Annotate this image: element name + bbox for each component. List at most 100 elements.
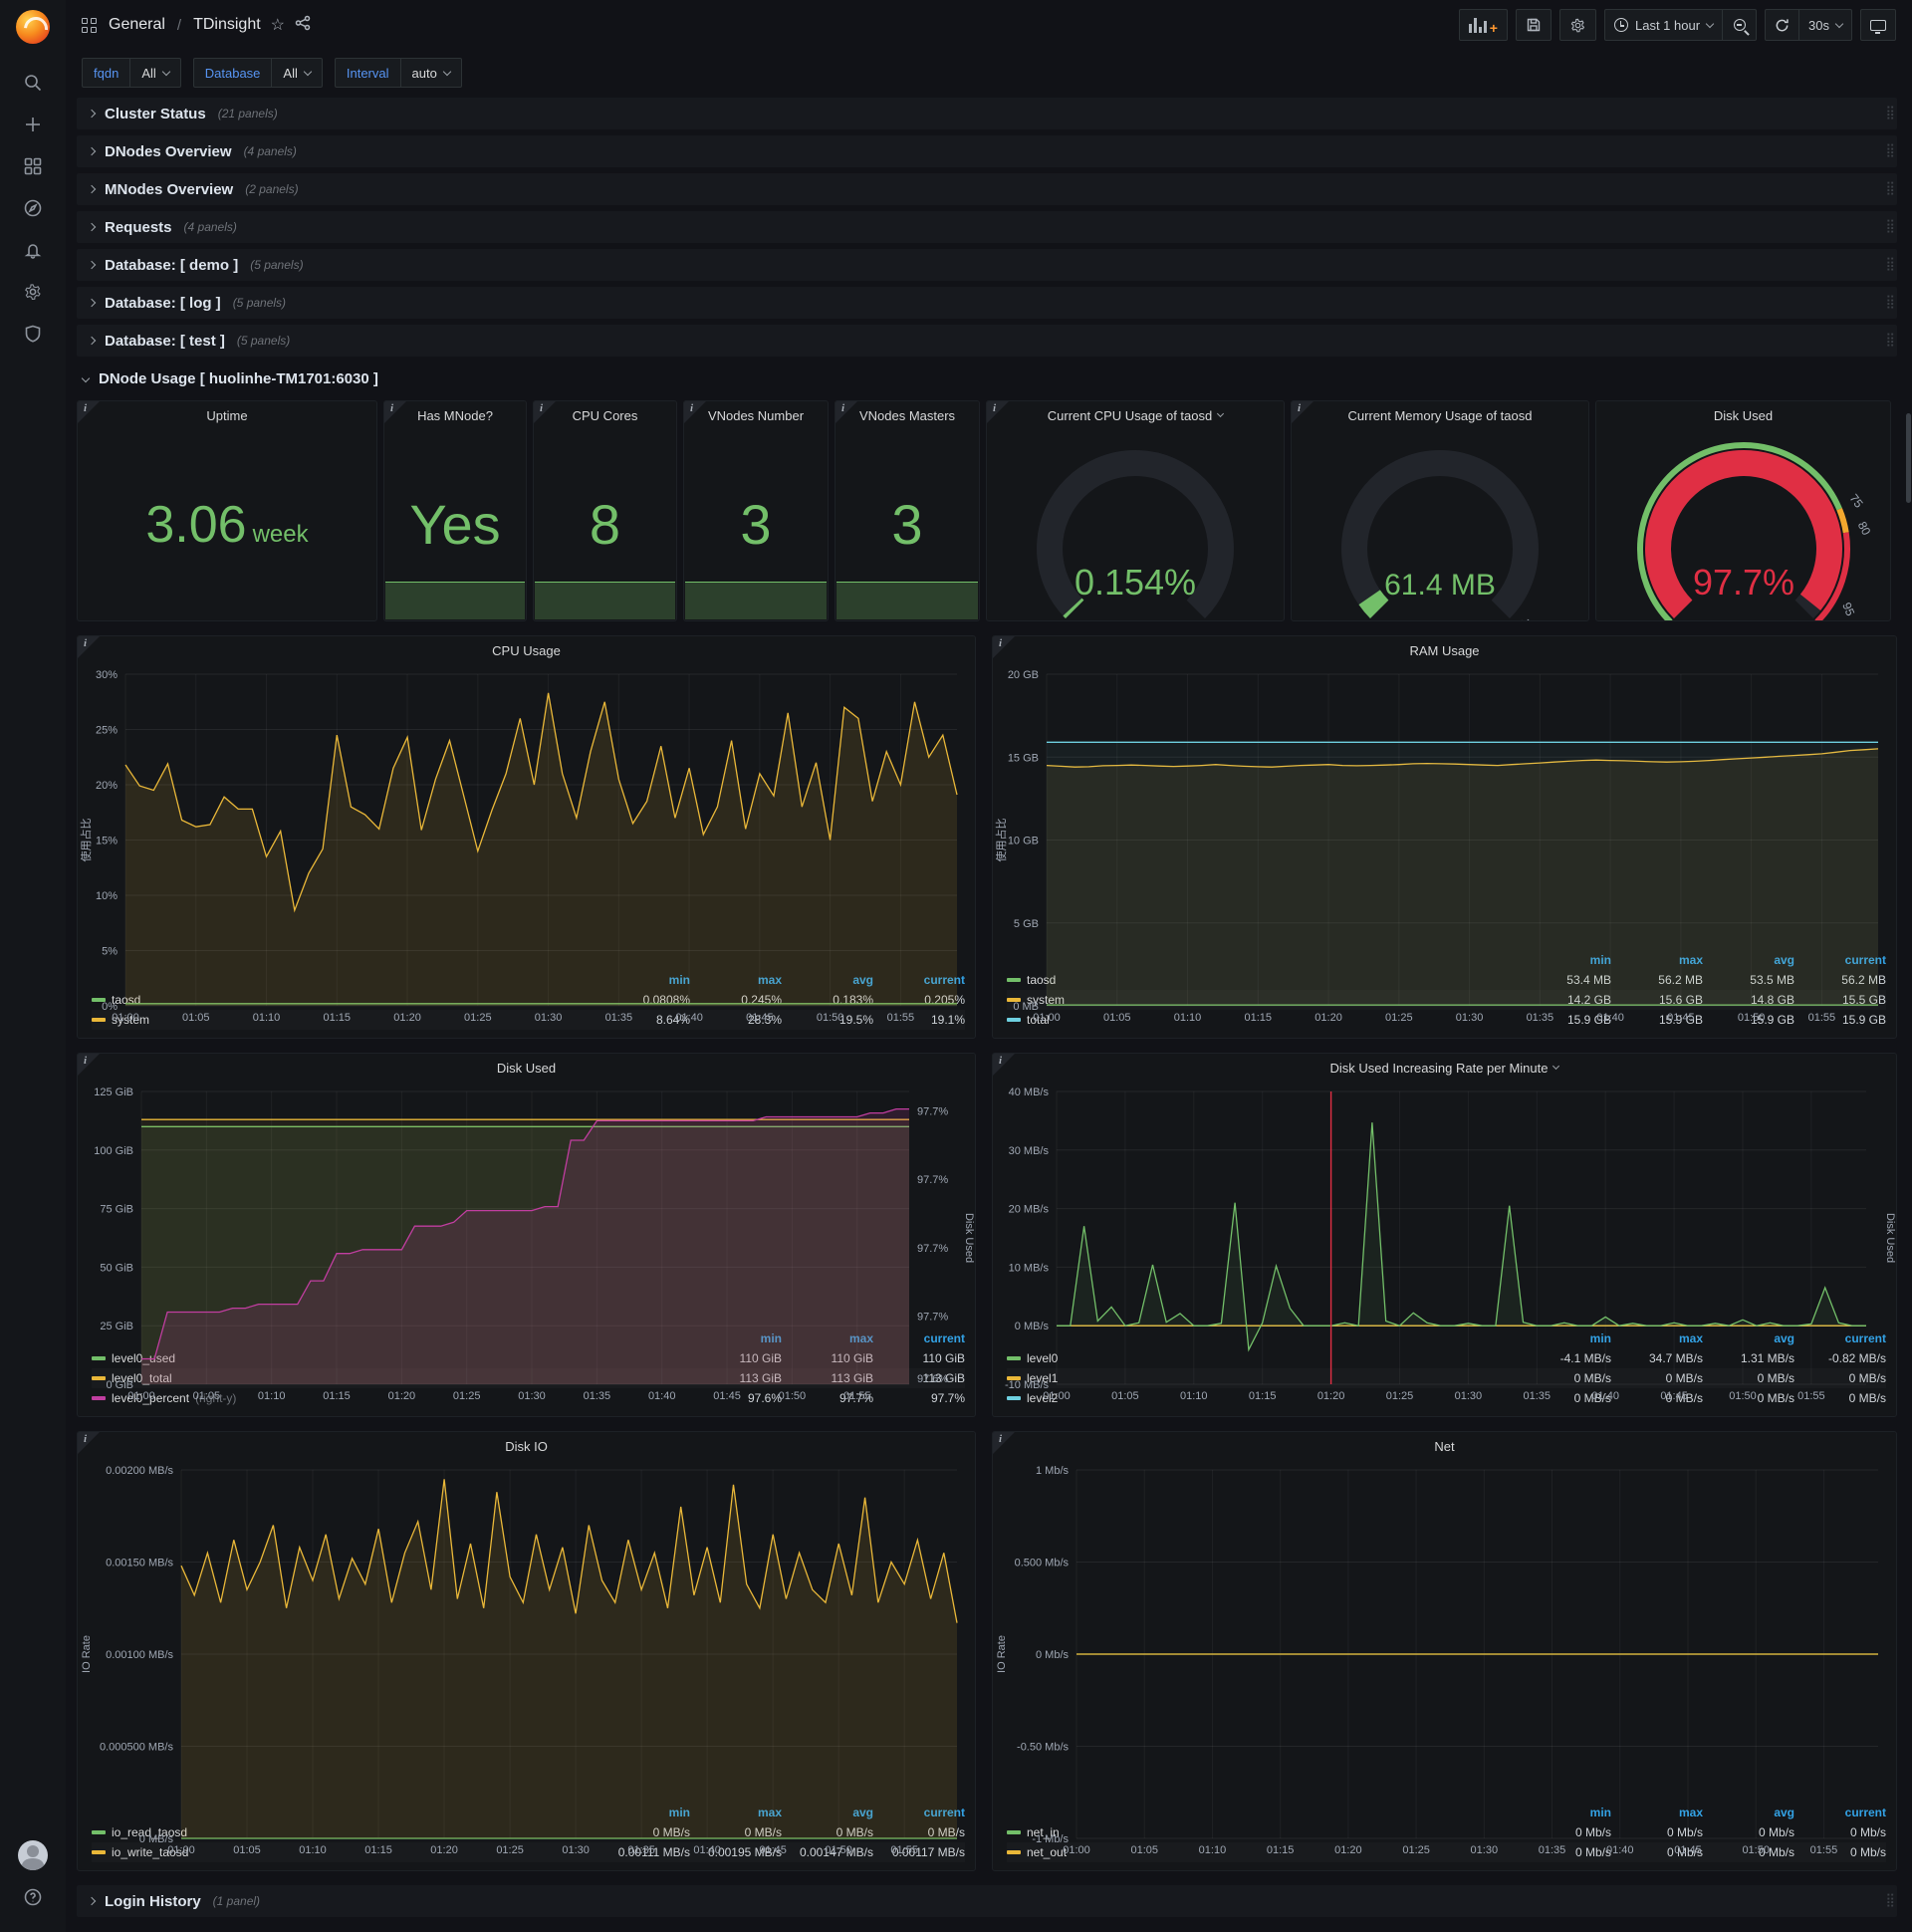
legend-series-toggle[interactable]: system <box>92 1013 598 1027</box>
row-database-test[interactable]: Database: [ test ] (5 panels) ⣿ <box>77 325 1897 357</box>
panel-title[interactable]: Has MNode? <box>417 407 493 423</box>
panel-menu-chevron-icon[interactable] <box>1553 1062 1560 1071</box>
variable-value-fqdn[interactable]: All <box>129 58 181 88</box>
refresh-button[interactable] <box>1765 9 1800 41</box>
row-drag-handle[interactable]: ⣿ <box>1885 142 1894 157</box>
panel-info-corner[interactable] <box>836 401 857 423</box>
panel-title[interactable]: RAM Usage <box>1409 642 1480 658</box>
user-avatar[interactable] <box>10 1834 56 1876</box>
legend-stat-col[interactable]: min <box>668 973 690 987</box>
scrollbar-thumb[interactable] <box>1906 413 1911 503</box>
legend-stat-col[interactable]: current <box>923 1331 965 1345</box>
legend-stat-col[interactable]: max <box>757 973 782 987</box>
panel-title[interactable]: Disk IO <box>505 1438 548 1454</box>
legend-stat-col[interactable]: current <box>1844 1331 1886 1345</box>
panel-info-corner[interactable] <box>1292 401 1314 423</box>
cycle-view-mode-button[interactable] <box>1860 9 1896 41</box>
configuration-gear-icon[interactable] <box>10 271 56 313</box>
row-database-log[interactable]: Database: [ log ] (5 panels) ⣿ <box>77 287 1897 319</box>
legend-series-toggle[interactable]: level0 <box>1007 1351 1520 1365</box>
net-plot[interactable]: -1 Mb/s -0.50 Mb/s 0 Mb/s 0.500 Mb/s 1 Mb/s 0… <box>993 1460 1896 1856</box>
share-icon[interactable] <box>295 15 311 36</box>
help-icon[interactable] <box>10 1876 56 1918</box>
panel-info-corner[interactable] <box>987 401 1009 423</box>
legend-series-toggle[interactable]: net_out <box>1007 1845 1520 1859</box>
legend-stat-col[interactable]: avg <box>852 973 873 987</box>
breadcrumb-current[interactable]: TDinsight <box>193 16 261 33</box>
disk-rate-plot[interactable]: -10 MB/s 0 MB/s 10 MB/s 20 MB/s 30 MB/s 40 MB… <box>993 1082 1896 1402</box>
panel-info-corner[interactable] <box>384 401 406 423</box>
panel-title[interactable]: CPU Cores <box>572 407 638 423</box>
create-plus-icon[interactable] <box>10 104 56 145</box>
legend-stat-col[interactable]: avg <box>1774 1806 1794 1819</box>
refresh-interval-dropdown[interactable]: 30s <box>1799 9 1852 41</box>
legend-stat-col[interactable]: max <box>848 1331 873 1345</box>
legend-stat-col[interactable]: avg <box>1774 1331 1794 1345</box>
legend-stat-col[interactable]: max <box>1678 1331 1703 1345</box>
dashboard-settings-button[interactable] <box>1558 9 1596 41</box>
search-icon[interactable] <box>10 62 56 104</box>
ram-usage-plot[interactable]: 0 MB 5 GB 10 GB 15 GB 20 GB 01:00 01:05 01:10 01… <box>993 664 1896 1024</box>
legend-stat-col[interactable]: min <box>1589 953 1611 967</box>
panel-info-corner[interactable] <box>78 401 100 423</box>
legend-series-toggle[interactable]: io_write_taosd <box>92 1845 598 1859</box>
legend-series-toggle[interactable]: level1 <box>1007 1371 1520 1385</box>
panel-title[interactable]: Current CPU Usage of taosd <box>987 401 1284 429</box>
legend-series-toggle[interactable]: system <box>1007 993 1520 1007</box>
panel-info-corner[interactable] <box>78 1432 100 1454</box>
save-dashboard-button[interactable] <box>1515 9 1552 41</box>
add-panel-button[interactable]: + <box>1458 9 1508 41</box>
legend-stat-col[interactable]: min <box>1589 1806 1611 1819</box>
legend-stat-col[interactable]: max <box>757 1806 782 1819</box>
variable-value-interval[interactable]: auto <box>399 58 462 88</box>
panel-title[interactable]: VNodes Number <box>707 407 805 423</box>
row-drag-handle[interactable]: ⣿ <box>1885 180 1894 195</box>
legend-stat-col[interactable]: min <box>1589 1331 1611 1345</box>
legend-stat-col[interactable]: min <box>760 1331 782 1345</box>
legend-stat-col[interactable]: current <box>1844 953 1886 967</box>
disk-used-plot[interactable]: 0 GiB 25 GiB 50 GiB 75 GiB 100 GiB 125 GiB 01:… <box>78 1082 975 1402</box>
breadcrumb-root[interactable]: General <box>109 16 165 33</box>
time-range-picker[interactable]: Last 1 hour <box>1603 9 1724 41</box>
panel-title[interactable]: CPU Usage <box>492 642 561 658</box>
legend-stat-col[interactable]: max <box>1678 953 1703 967</box>
legend-series-toggle[interactable]: taosd <box>1007 973 1520 987</box>
panel-info-corner[interactable] <box>78 1054 100 1076</box>
legend-stat-col[interactable]: min <box>668 1806 690 1819</box>
disk-io-plot[interactable]: 0 MB/s 0.000500 MB/s 0.00100 MB/s 0.00150 M… <box>78 1460 975 1856</box>
panel-title[interactable]: Uptime <box>206 407 248 423</box>
row-database-demo[interactable]: Database: [ demo ] (5 panels) ⣿ <box>77 249 1897 281</box>
panel-info-corner[interactable] <box>684 401 706 423</box>
legend-stat-col[interactable]: current <box>923 973 965 987</box>
legend-stat-col[interactable]: max <box>1678 1806 1703 1819</box>
legend-stat-col[interactable]: avg <box>1774 953 1794 967</box>
panel-title[interactable]: Disk Used Increasing Rate per Minute <box>993 1054 1896 1082</box>
row-cluster-status[interactable]: Cluster Status (21 panels) ⣿ <box>77 98 1897 129</box>
row-dnodes-overview[interactable]: DNodes Overview (4 panels) ⣿ <box>77 135 1897 167</box>
alerting-bell-icon[interactable] <box>10 229 56 271</box>
panel-info-corner[interactable] <box>534 401 556 423</box>
panel-title[interactable]: Net <box>1434 1438 1455 1454</box>
row-drag-handle[interactable]: ⣿ <box>1885 1892 1894 1907</box>
legend-stat-col[interactable]: avg <box>852 1806 873 1819</box>
legend-stat-col[interactable]: current <box>923 1806 965 1819</box>
row-drag-handle[interactable]: ⣿ <box>1885 294 1894 309</box>
dashboards-icon[interactable] <box>10 145 56 187</box>
panel-info-corner[interactable] <box>993 636 1015 658</box>
grafana-logo[interactable] <box>16 10 50 44</box>
legend-series-toggle[interactable]: level2 <box>1007 1391 1520 1405</box>
zoom-out-time-button[interactable] <box>1723 9 1758 41</box>
panel-info-corner[interactable] <box>993 1054 1015 1076</box>
panel-info-corner[interactable] <box>78 636 100 658</box>
legend-series-toggle[interactable]: level0_percent (right-y) <box>92 1391 690 1405</box>
explore-compass-icon[interactable] <box>10 187 56 229</box>
row-mnodes-overview[interactable]: MNodes Overview (2 panels) ⣿ <box>77 173 1897 205</box>
cpu-usage-plot[interactable]: 0% 5% 10% 15% 20% 25% 30% 01:00 01:05 01:10 01:15 0… <box>78 664 975 1024</box>
panel-title[interactable]: Current Memory Usage of taosd <box>1347 407 1533 423</box>
row-drag-handle[interactable]: ⣿ <box>1885 218 1894 233</box>
variable-value-database[interactable]: All <box>271 58 323 88</box>
panel-info-corner[interactable] <box>993 1432 1015 1454</box>
legend-series-toggle[interactable]: net_in <box>1007 1825 1520 1839</box>
legend-stat-col[interactable]: current <box>1844 1806 1886 1819</box>
server-admin-shield-icon[interactable] <box>10 313 56 355</box>
